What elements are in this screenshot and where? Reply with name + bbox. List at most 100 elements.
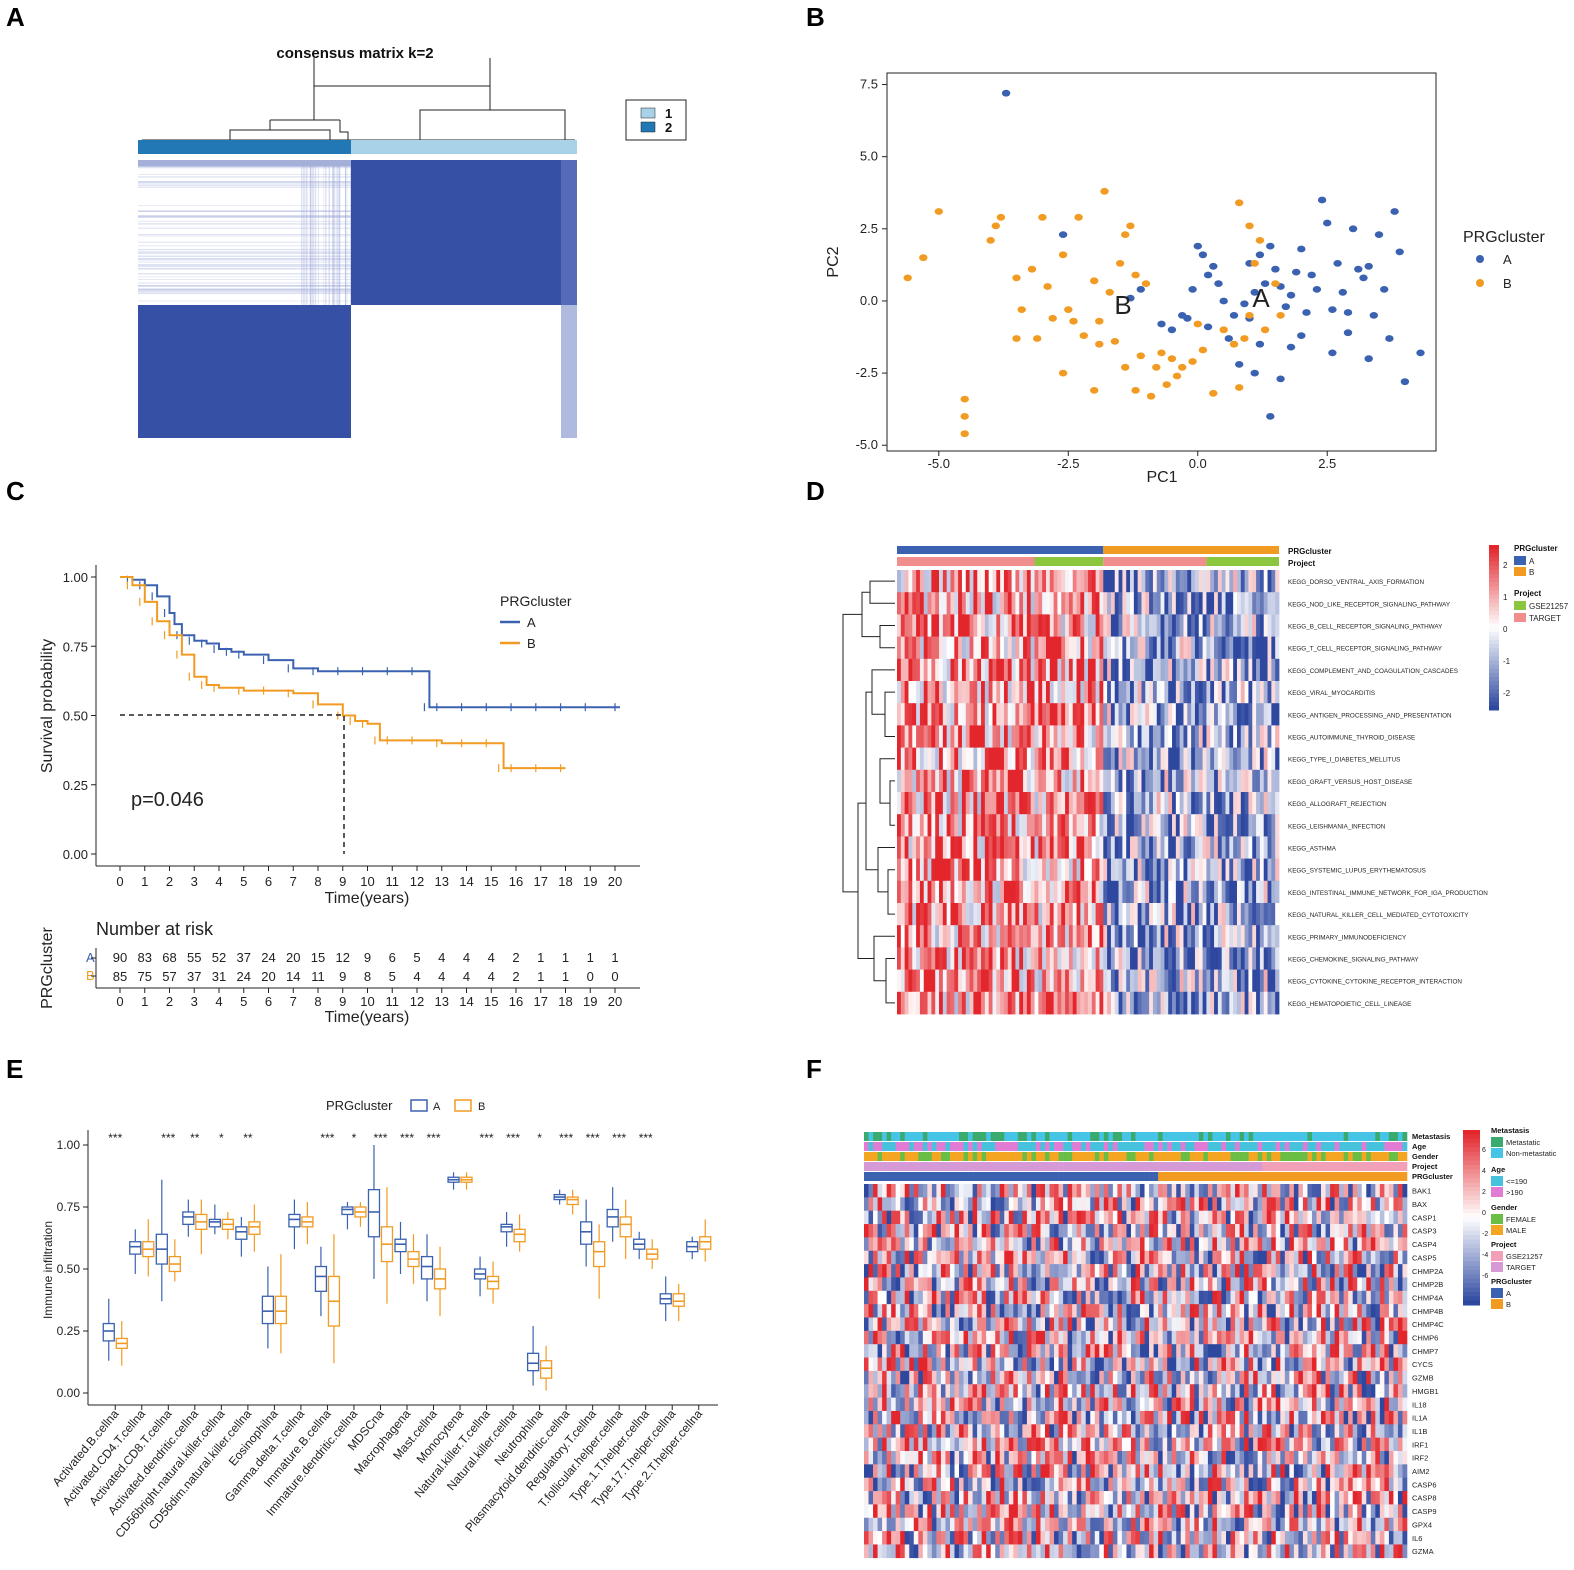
kegg-heat-cell	[1095, 814, 1100, 837]
pca-point-b	[1136, 352, 1146, 360]
gene-annot-cluster	[1221, 1172, 1227, 1181]
kegg-heat-cell	[1049, 592, 1055, 615]
kegg-heat-cell	[1122, 747, 1127, 771]
kegg-heat-cell	[1003, 592, 1009, 615]
gene-heat-cell	[1239, 1210, 1245, 1225]
gene-heat-cell	[918, 1304, 924, 1318]
gene-heat-cell	[1207, 1224, 1213, 1238]
gene-heat-cell	[904, 1224, 910, 1238]
gene-heat-cell	[1094, 1210, 1100, 1225]
kegg-heat-cell	[939, 592, 944, 615]
kegg-row-label: KEGG_DORSO_VENTRAL_AXIS_FORMATION	[1288, 579, 1424, 586]
kegg-heat-cell	[1206, 681, 1211, 704]
gene-heat-cell	[1325, 1290, 1331, 1305]
gene-annot-age	[1112, 1142, 1118, 1151]
kegg-heat-cell	[1057, 681, 1062, 704]
gene-heat-cell	[949, 1184, 955, 1198]
gene-annot-gender	[1334, 1152, 1340, 1161]
kegg-heat-cell	[969, 903, 974, 926]
kegg-scale-step	[1489, 660, 1499, 666]
kegg-heat-cell	[912, 570, 917, 593]
gene-heat-cell	[1361, 1344, 1367, 1358]
gene-annot-metastasis	[1040, 1132, 1046, 1141]
gene-annot-project	[1289, 1162, 1295, 1171]
kegg-heat-cell	[1072, 658, 1077, 682]
pca-point-a	[1390, 208, 1399, 215]
gene-heat-cell	[1140, 1264, 1145, 1278]
kegg-heat-cell	[1244, 747, 1249, 771]
gene-annot-project	[1239, 1162, 1245, 1171]
gene-heat-cell	[1162, 1304, 1168, 1318]
gene-annot-project	[1022, 1162, 1028, 1171]
gene-heat-cell	[1149, 1224, 1154, 1238]
kegg-heat-cell	[992, 747, 997, 771]
kegg-heat-cell	[1023, 769, 1028, 793]
gene-annot-cluster	[1244, 1172, 1249, 1181]
gene-heat-cell	[1393, 1184, 1399, 1198]
gene-heat-cell	[1207, 1237, 1213, 1252]
kegg-heat-cell	[1103, 681, 1108, 704]
gene-annot-age	[1121, 1142, 1127, 1151]
gene-heat-cell	[1388, 1210, 1394, 1225]
gene-heat-cell	[1266, 1210, 1272, 1225]
kegg-heat-cell	[919, 880, 925, 904]
gene-heat-cell	[1361, 1250, 1367, 1265]
kegg-heat-cell	[1202, 947, 1207, 970]
kegg-heat-cell	[1114, 836, 1119, 859]
pca-plot-area	[886, 72, 1437, 452]
gene-heat-cell	[995, 1197, 1001, 1211]
gene-heat-cell	[904, 1357, 910, 1372]
kegg-heat-cell	[1214, 947, 1219, 970]
kegg-heat-cell	[1030, 614, 1035, 637]
gene-heat-cell	[1203, 1330, 1209, 1345]
kegg-heat-cell	[1057, 570, 1062, 593]
kegg-heat-cell	[1053, 658, 1058, 682]
gene-heat-cell	[1352, 1330, 1358, 1345]
gene-heat-cell	[972, 1317, 978, 1332]
kegg-heat-cell	[981, 880, 986, 904]
kegg-heat-cell	[1191, 636, 1196, 660]
gene-heat-cell	[1311, 1304, 1317, 1318]
gene-heat-cell	[1266, 1330, 1272, 1345]
kegg-heat-cell	[916, 925, 921, 948]
kegg-heat-cell	[1145, 570, 1150, 593]
kegg-heat-cell	[1172, 880, 1177, 904]
gene-annot-age	[1149, 1142, 1154, 1151]
kegg-heat-cell	[1263, 792, 1268, 815]
kegg-heat-cell	[1133, 658, 1139, 682]
kegg-heat-cell	[950, 836, 955, 859]
kegg-heat-cell	[912, 725, 917, 748]
gene-heat-cell	[1171, 1330, 1177, 1345]
gene-heat-cell	[1017, 1250, 1023, 1265]
gene-heat-cell	[1149, 1304, 1154, 1318]
gene-annot-metastasis	[977, 1132, 982, 1141]
kegg-heat-cell	[950, 725, 955, 748]
kegg-heat-cell	[946, 836, 951, 859]
gene-heat-cell	[891, 1357, 896, 1372]
kegg-row-label: KEGG_SYSTEMIC_LUPUS_ERYTHEMATOSUS	[1288, 868, 1426, 875]
gene-heat-cell	[949, 1357, 955, 1372]
gene-annot-metastasis	[959, 1132, 964, 1141]
kegg-heat-cell	[1259, 570, 1265, 593]
gene-heat-cell	[1257, 1277, 1263, 1292]
gene-heat-cell	[1135, 1184, 1141, 1198]
kegg-heat-cell	[1179, 769, 1184, 793]
kegg-heat-cell	[1011, 747, 1016, 771]
kegg-heat-cell	[1114, 681, 1119, 704]
gene-heat-cell	[963, 1197, 969, 1211]
gene-heat-cell	[1280, 1184, 1286, 1198]
gene-heat-cell	[895, 1330, 901, 1345]
gene-heat-cell	[990, 1210, 996, 1225]
box-significance: ***	[320, 1131, 334, 1145]
kegg-heat-cell	[1202, 836, 1207, 859]
kegg-heat-cell	[977, 747, 982, 771]
gene-heat-cell	[922, 1197, 928, 1211]
kegg-heat-cell	[1164, 858, 1169, 882]
kegg-heat-cell	[1233, 903, 1238, 926]
gene-heat-cell	[1284, 1184, 1290, 1198]
pca-point-b	[1235, 199, 1244, 207]
gene-annot-age	[1239, 1142, 1245, 1151]
gene-annot-metastasis	[1094, 1132, 1100, 1141]
gene-heat-cell	[927, 1344, 933, 1358]
kegg-heat-cell	[1179, 991, 1184, 1015]
